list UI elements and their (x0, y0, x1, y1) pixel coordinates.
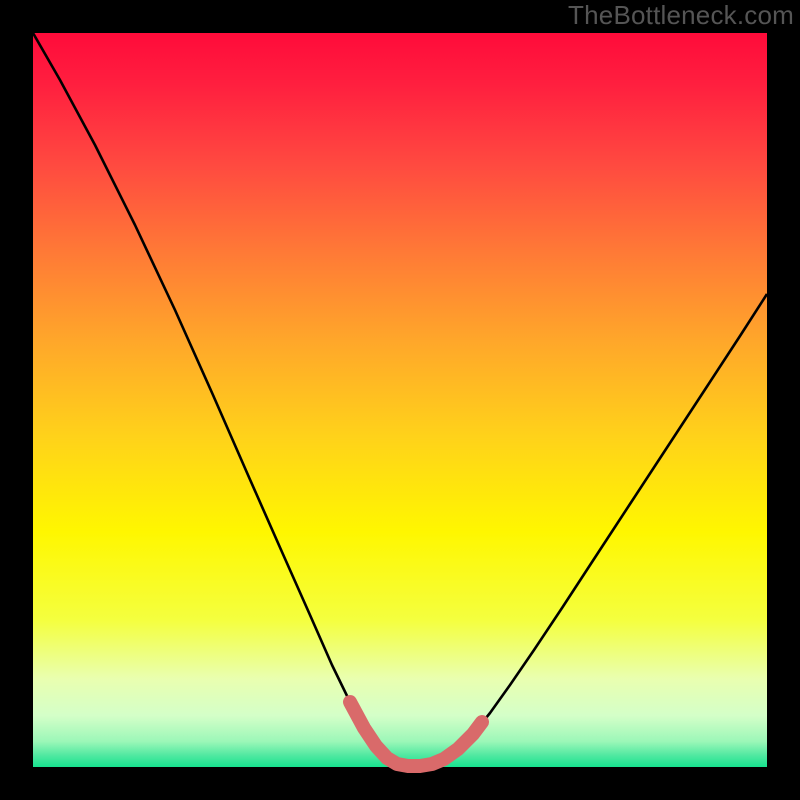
chart-stage: TheBottleneck.com (0, 0, 800, 800)
watermark-text: TheBottleneck.com (568, 0, 794, 31)
bottleneck-chart (0, 0, 800, 800)
chart-background (33, 33, 767, 767)
